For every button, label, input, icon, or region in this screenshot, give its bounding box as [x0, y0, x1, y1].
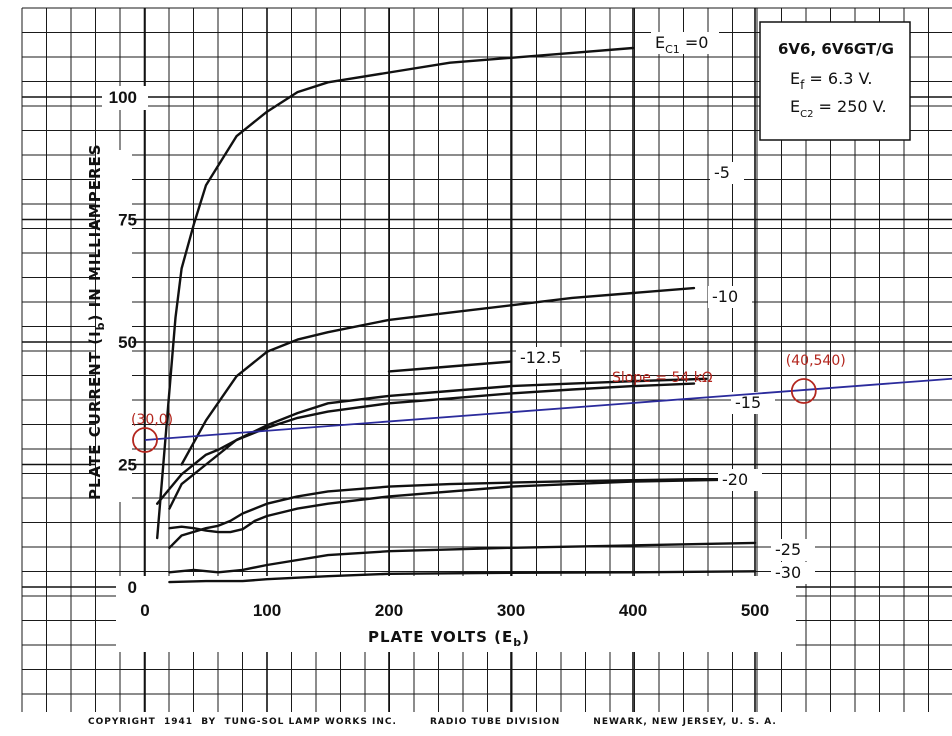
x-tick-label: 0 — [140, 601, 149, 620]
curve-label-bg — [651, 32, 719, 54]
x-axis-title-rest: ) — [522, 628, 530, 646]
curve-label-bg — [710, 162, 744, 184]
curve-ec1--10 — [168, 377, 708, 510]
curve-label-bg — [516, 347, 580, 369]
curve-ec1--25 — [168, 478, 757, 534]
curve-ec1--30 — [168, 541, 757, 574]
curve-ec1--20 — [168, 478, 726, 549]
x-axis-title-main: PLATE VOLTS (E — [368, 628, 513, 646]
y-tick-label: 50 — [118, 333, 137, 352]
y-axis-title: PLATE CURRENT (Ib) IN MILLIAMPERES — [86, 143, 107, 500]
y-axis-title-main: PLATE CURRENT (I — [86, 330, 104, 500]
curve-label-bg — [718, 469, 762, 491]
copyright-footer: COPYRIGHT 1941 BY TUNG-SOL LAMP WORKS IN… — [88, 717, 777, 727]
point-a-marker — [132, 427, 158, 453]
label-masks — [96, 21, 911, 652]
load-line-annotations: (30,0) (40,540) Slope = 54 kΩ — [131, 353, 952, 453]
curve-label-bg — [771, 562, 815, 584]
screen-voltage-label: EC2 = 250 V. — [790, 97, 887, 120]
series-label-value: 0 — [698, 33, 708, 52]
ef-value: = 6.3 V. — [804, 69, 872, 88]
curve-label-bg — [708, 286, 752, 308]
x-axis-title: PLATE VOLTS (Eb) — [368, 628, 530, 649]
curve-label-bg — [731, 392, 775, 414]
point-b-label: (40,540) — [786, 353, 846, 369]
info-box-frame — [759, 21, 911, 141]
y-axis-title-sub: b — [94, 321, 107, 330]
x-tick-label: 500 — [741, 601, 769, 620]
curve-label-bg — [771, 539, 815, 561]
ec2-value: = 250 V. — [813, 97, 886, 116]
y-tick-label: 25 — [118, 456, 137, 475]
curve-label--15: -15 — [735, 393, 761, 412]
filament-voltage-label: Ef = 6.3 V. — [790, 69, 872, 92]
load-line — [144, 377, 952, 441]
curve-label--12-5: -12.5 — [520, 348, 561, 367]
x-tick-label: 300 — [497, 601, 525, 620]
y-tick-label: 100 — [109, 88, 137, 107]
slope-label: Slope = 54 kΩ — [612, 370, 713, 386]
ec2-symbol: E — [790, 97, 800, 116]
plate-curves — [156, 46, 757, 584]
ef-symbol: E — [790, 69, 800, 88]
curve-label--30: -30 — [775, 563, 801, 582]
curve-label--25: -25 — [775, 540, 801, 559]
x-tick-label: 400 — [619, 601, 647, 620]
curve-label--10: -10 — [712, 287, 738, 306]
tube-type-label: 6V6, 6V6GT/G — [778, 40, 894, 58]
series-label-eq: = — [680, 33, 699, 52]
y-tick-label: 0 — [128, 578, 137, 597]
point-b-marker — [790, 378, 817, 404]
curve-label-0: EC1 =0 — [655, 33, 708, 56]
x-tick-label: 100 — [253, 601, 281, 620]
point-a-label: (30,0) — [131, 412, 173, 428]
x-tick-label: 200 — [375, 601, 403, 620]
series-label-prefix: E — [655, 33, 665, 52]
curve-label--20: -20 — [722, 470, 748, 489]
ec2-sub: C2 — [800, 109, 813, 120]
x-axis-title-sub: b — [513, 636, 522, 649]
curve-labels: EC1 =0-5-10-12.5-15-20-25-30 — [516, 32, 815, 584]
ef-sub: f — [800, 78, 805, 92]
curve-ec1-0 — [156, 46, 635, 540]
curve-ec1--35 — [168, 570, 757, 584]
curve-ec1--5 — [180, 286, 696, 466]
curve-ec1--12-5 — [387, 360, 513, 373]
series-label-sub: C1 — [665, 43, 680, 56]
y-axis-title-rest: ) IN MILLIAMPERES — [86, 143, 104, 321]
x-tick-labels: 0 100 200 300 400 500 — [140, 601, 769, 620]
curve-label--5: -5 — [714, 163, 730, 182]
y-tick-labels: 0 25 50 75 100 — [109, 88, 137, 597]
y-tick-label: 75 — [118, 211, 137, 230]
curve-ec1--15 — [156, 382, 696, 505]
